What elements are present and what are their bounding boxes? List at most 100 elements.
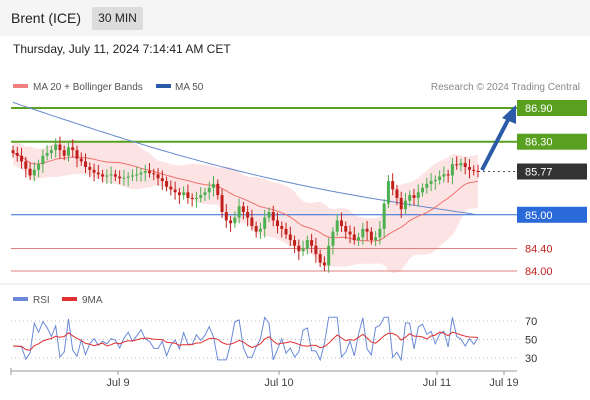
candle-body xyxy=(237,206,241,218)
timeframe-badge[interactable]: 30 MIN xyxy=(92,7,143,30)
candle-body xyxy=(301,248,305,252)
candle-body xyxy=(254,226,258,232)
candle-body xyxy=(357,237,361,241)
candle-body xyxy=(203,192,207,196)
candle-body xyxy=(54,144,58,151)
candle-body xyxy=(58,144,62,151)
rsi-ma-legend-swatch xyxy=(62,297,77,301)
candle-body xyxy=(442,174,446,177)
ma50-legend-swatch xyxy=(156,84,171,88)
candle-body xyxy=(143,170,147,173)
candle-body xyxy=(331,231,335,246)
candle-body xyxy=(105,175,109,177)
candle-body xyxy=(101,174,105,177)
candle-body xyxy=(391,181,395,190)
candle-body xyxy=(267,211,271,218)
candle-body xyxy=(173,189,177,193)
candle-body xyxy=(280,226,284,229)
candle-body xyxy=(169,186,173,190)
rsi-ma-legend-label: 9MA xyxy=(82,295,103,306)
candle-body xyxy=(352,234,356,241)
candle-body xyxy=(11,150,15,153)
timestamp: Thursday, July 11, 2024 7:14:41 AM CET xyxy=(13,42,231,56)
candle-body xyxy=(194,197,198,200)
ma50-legend-label: MA 50 xyxy=(175,82,204,93)
candle-body xyxy=(293,240,297,246)
ma20-legend-label: MA 20 + Bollinger Bands xyxy=(33,82,143,93)
candle-body xyxy=(135,174,139,176)
candle-body xyxy=(92,169,96,173)
candle-body xyxy=(327,245,331,266)
candle-body xyxy=(463,163,467,168)
candle-body xyxy=(403,200,407,210)
level-labels: 86.90 86.30 85.77 85.00 84.40 84.00 xyxy=(517,100,587,278)
candle-body xyxy=(246,211,250,218)
resistance-label-box xyxy=(517,100,587,116)
candle-body xyxy=(288,234,292,241)
candle-body xyxy=(186,192,190,198)
candle-body xyxy=(472,169,476,171)
candle-body xyxy=(416,192,420,198)
candle-body xyxy=(412,195,416,198)
candle-body xyxy=(66,147,70,156)
candle-body xyxy=(24,161,28,169)
candle-body xyxy=(37,164,41,170)
candle-body xyxy=(258,228,262,232)
candle-body xyxy=(335,220,339,232)
candle-body xyxy=(421,187,425,193)
candle-body xyxy=(314,245,318,255)
resistance-label: 86.30 xyxy=(525,137,553,149)
credit-text: Research © 2024 Trading Central xyxy=(431,82,580,93)
target-arrow-head xyxy=(502,105,516,124)
candle-body xyxy=(130,175,134,177)
x-tick-label: Jul 19 xyxy=(489,377,518,389)
candle-body xyxy=(476,170,480,172)
x-tick-label: Jul 11 xyxy=(423,377,452,389)
candle-body xyxy=(446,174,450,176)
support-label-box xyxy=(517,206,587,223)
candlesticks xyxy=(11,136,480,273)
candle-body xyxy=(207,187,211,193)
candle-body xyxy=(344,226,348,232)
candle-body xyxy=(220,195,224,212)
candle-body xyxy=(378,228,382,238)
rsi-scale-label: 50 xyxy=(525,335,537,347)
candle-body xyxy=(88,167,92,170)
candle-body xyxy=(160,178,164,182)
resistance-label-box xyxy=(517,133,587,150)
candle-body xyxy=(182,192,186,196)
candle-body xyxy=(425,183,429,188)
rsi-panel: 70 50 30 xyxy=(11,316,537,365)
candle-body xyxy=(305,240,309,249)
bollinger-band-area xyxy=(13,139,478,273)
last-price-label: 85.77 xyxy=(525,167,553,179)
candle-body xyxy=(233,217,237,224)
candle-body xyxy=(284,228,288,235)
candle-body xyxy=(275,220,279,227)
candle-body xyxy=(263,217,267,229)
rsi-line xyxy=(12,316,479,362)
candle-body xyxy=(408,195,412,201)
candle-body xyxy=(297,245,301,252)
candle-body xyxy=(399,197,403,210)
candle-body xyxy=(148,170,152,174)
candle-body xyxy=(109,174,113,176)
candle-body xyxy=(365,228,369,232)
rsi-legend-label: RSI xyxy=(33,295,50,306)
candle-body xyxy=(118,176,122,179)
candle-body xyxy=(113,174,117,177)
candle-body xyxy=(71,147,75,151)
ma20-line xyxy=(12,152,479,242)
candle-body xyxy=(429,181,433,184)
minor-level-label: 84.40 xyxy=(525,244,553,256)
candle-body xyxy=(96,172,100,175)
rsi-ma-line xyxy=(12,331,479,351)
candle-body xyxy=(190,197,194,200)
candle-body xyxy=(165,181,169,187)
candle-body xyxy=(386,181,390,204)
candle-body xyxy=(152,173,156,175)
candle-body xyxy=(75,150,79,159)
candle-body xyxy=(15,152,19,156)
candle-body xyxy=(455,164,459,166)
